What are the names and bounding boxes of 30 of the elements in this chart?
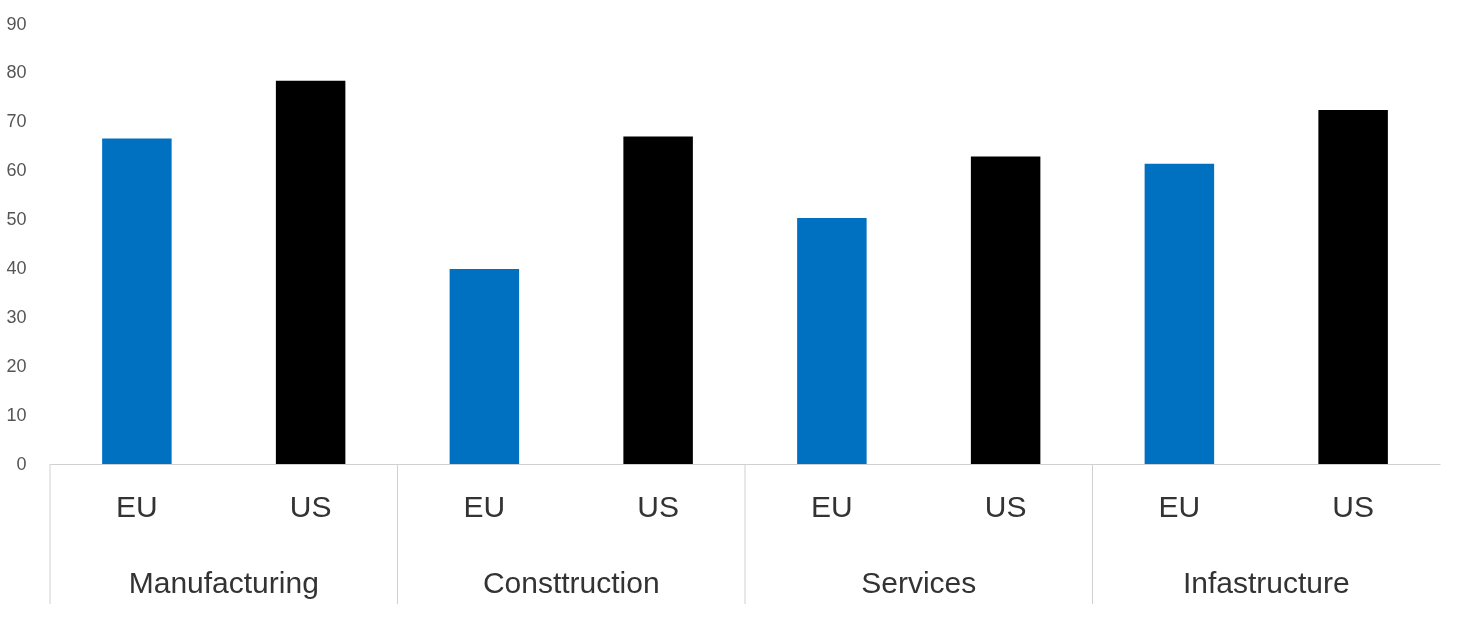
bar	[970, 156, 1041, 464]
bar	[449, 268, 520, 464]
bar	[1318, 110, 1388, 464]
x-tick-label: US	[1332, 489, 1374, 523]
y-tick-label: 50	[6, 209, 27, 230]
y-tick-label: 0	[16, 453, 27, 474]
x-tick-label: EU	[463, 489, 506, 523]
y-tick-label: 60	[6, 160, 27, 181]
text: Services	[861, 566, 977, 599]
x-tick-label: EU	[1158, 489, 1201, 523]
x-tick-label: EU	[811, 489, 853, 523]
y-tick-label: 30	[6, 306, 27, 327]
bar	[275, 80, 346, 464]
x-tick-label: US	[984, 489, 1027, 523]
bar	[623, 136, 693, 464]
y-tick-label: 10	[6, 404, 27, 425]
text: Manufacturing	[128, 566, 319, 599]
y-tick-label: 70	[6, 111, 27, 132]
bar	[797, 218, 867, 464]
x-tick-label: US	[289, 489, 332, 523]
x-tick-label: US	[637, 489, 679, 523]
text: Infastructure	[1182, 566, 1350, 599]
text: Consttruction	[482, 566, 660, 599]
x-tick-label: EU	[116, 489, 158, 523]
y-tick-label: 40	[6, 257, 27, 278]
y-tick-label: 20	[6, 355, 27, 376]
y-tick-label: 80	[6, 62, 27, 83]
bar	[1144, 163, 1215, 464]
y-tick-label: 90	[6, 13, 27, 34]
bar	[102, 138, 172, 464]
